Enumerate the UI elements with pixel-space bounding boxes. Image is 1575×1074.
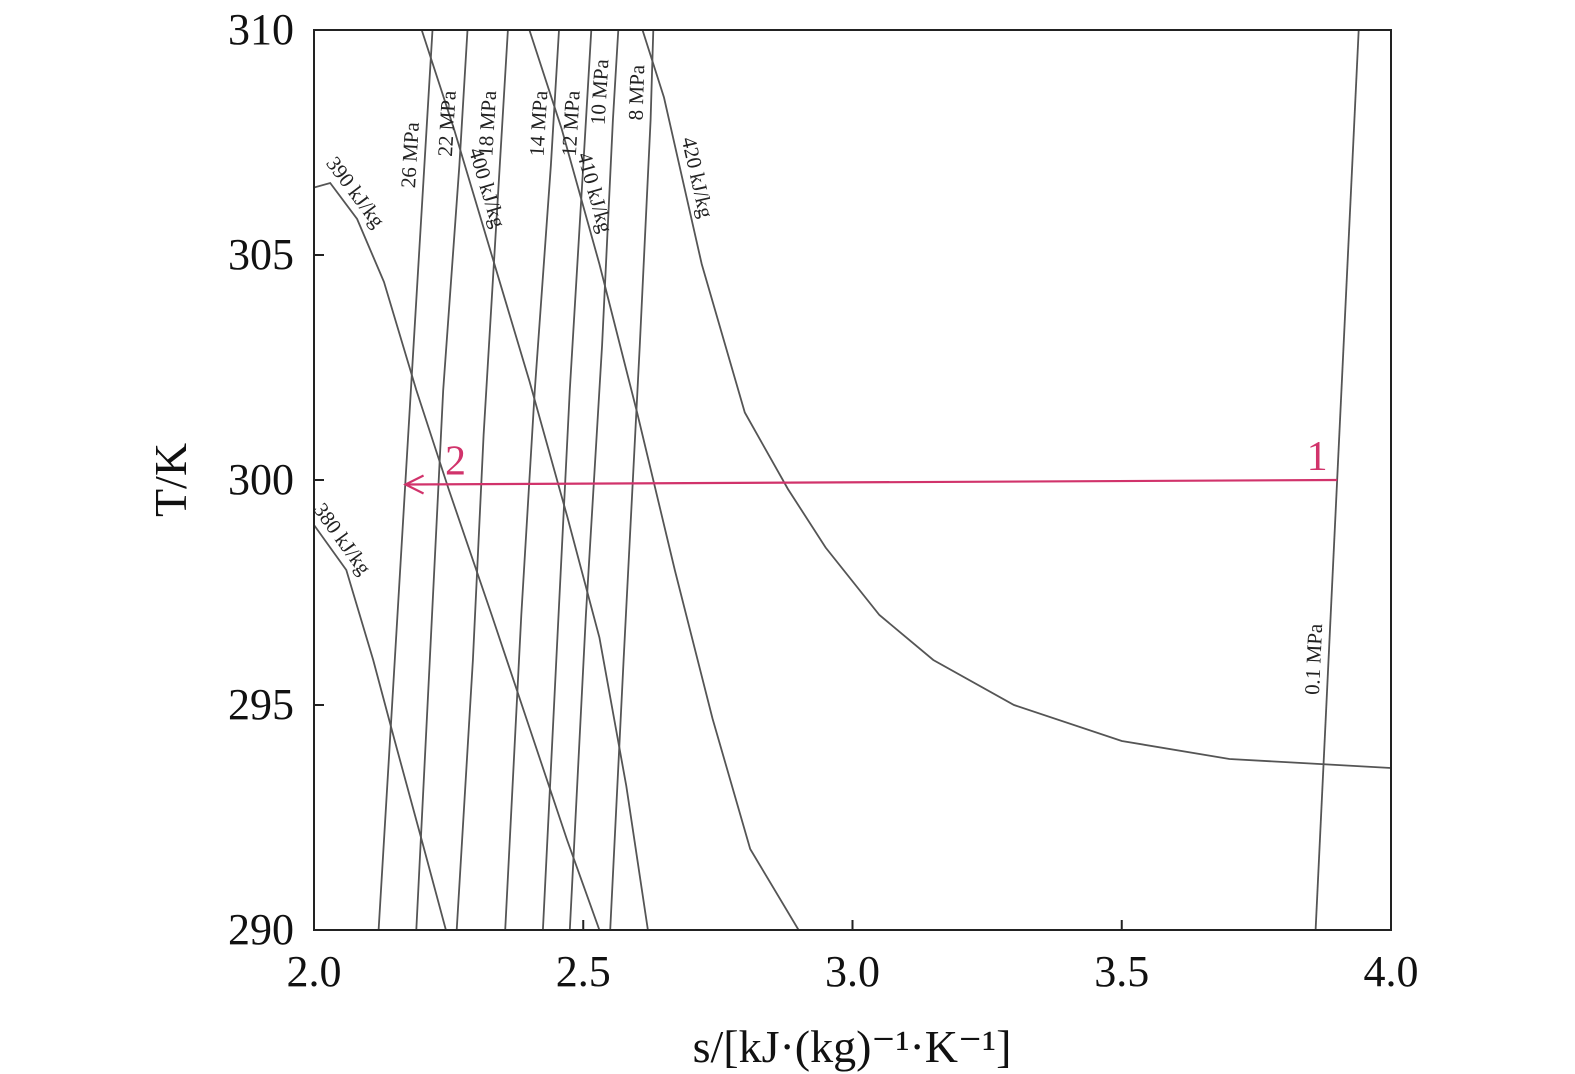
isobar-label-18-mpa: 18 MPa: [473, 89, 501, 157]
isobar-8-mpa: [609, 30, 655, 930]
process-line: [405, 478, 1338, 486]
ticks-layer: 2.0 2.5 3.0 3.5 4.0 290 295 300 305 310: [228, 5, 1419, 996]
y-tick-label: 290: [228, 905, 294, 954]
y-tick-label: 300: [228, 455, 294, 504]
x-tick-label: 4.0: [1364, 947, 1419, 996]
isobar-label-8-mpa: 8 MPa: [624, 64, 650, 121]
process-layer: 12: [403, 434, 1338, 495]
isobar-label-0-1-mpa: 0.1 MPa: [1300, 623, 1327, 696]
x-tick-label: 3.0: [825, 947, 880, 996]
isenthalp-label-390-kj-kg: 390 kJ/kg: [321, 152, 390, 233]
curves-layer: [314, 30, 1391, 930]
isobar-22-mpa: [415, 30, 469, 930]
isenthalp-410-kj-kg: [528, 30, 800, 930]
isobar-label-10-mpa: 10 MPa: [586, 58, 614, 126]
y-tick-label: 295: [228, 680, 294, 729]
isobar-10-mpa: [568, 30, 620, 930]
isobar-14-mpa: [504, 30, 560, 930]
x-tick-label: 2.5: [556, 947, 611, 996]
y-tick-label: 305: [228, 230, 294, 279]
isenthalp-400-kj-kg: [420, 30, 649, 930]
isenthalp-420-kj-kg: [641, 30, 1391, 769]
isenthalp-label-380-kj-kg: 380 kJ/kg: [309, 498, 377, 579]
y-axis-label: T/K: [145, 443, 196, 517]
isobar-label-26-mpa: 26 MPa: [396, 121, 424, 189]
process-arrowhead: [403, 474, 425, 495]
isobar-label-12-mpa: 12 MPa: [557, 89, 585, 157]
isobar-12-mpa: [542, 30, 593, 930]
isenthalp-380-kj-kg: [314, 524, 447, 930]
state-point-label-2: 2: [445, 439, 466, 485]
isenthalp-390-kj-kg: [314, 181, 601, 930]
x-tick-label: 3.5: [1094, 947, 1149, 996]
x-tick-label: 2.0: [287, 947, 342, 996]
y-tick-label: 310: [228, 5, 294, 54]
isobar-26-mpa: [377, 30, 434, 930]
isobar-18-mpa: [455, 30, 509, 930]
isobar-label-22-mpa: 22 MPa: [433, 89, 461, 157]
state-point-label-1: 1: [1307, 434, 1328, 480]
isobar-label-14-mpa: 14 MPa: [524, 89, 552, 157]
x-axis-label: s/[kJ·(kg)⁻¹·K⁻¹]: [693, 1021, 1012, 1072]
